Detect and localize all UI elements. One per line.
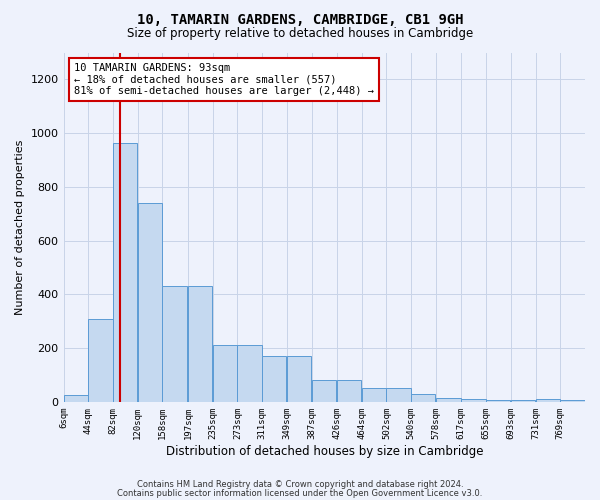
Bar	[486, 400, 510, 402]
Text: 10, TAMARIN GARDENS, CAMBRIDGE, CB1 9GH: 10, TAMARIN GARDENS, CAMBRIDGE, CB1 9GH	[137, 12, 463, 26]
X-axis label: Distribution of detached houses by size in Cambridge: Distribution of detached houses by size …	[166, 444, 483, 458]
Bar	[88, 318, 113, 402]
Text: Contains public sector information licensed under the Open Government Licence v3: Contains public sector information licen…	[118, 488, 482, 498]
Bar	[461, 399, 485, 402]
Bar	[138, 203, 162, 402]
Bar	[362, 388, 386, 402]
Y-axis label: Number of detached properties: Number of detached properties	[15, 140, 25, 315]
Text: Size of property relative to detached houses in Cambridge: Size of property relative to detached ho…	[127, 28, 473, 40]
Bar	[113, 142, 137, 402]
Bar	[262, 356, 286, 402]
Bar	[238, 346, 262, 402]
Bar	[311, 380, 337, 402]
Bar	[436, 398, 461, 402]
Text: 10 TAMARIN GARDENS: 93sqm
← 18% of detached houses are smaller (557)
81% of semi: 10 TAMARIN GARDENS: 93sqm ← 18% of detac…	[74, 63, 374, 96]
Bar	[560, 400, 584, 402]
Bar	[386, 388, 410, 402]
Bar	[536, 399, 560, 402]
Bar	[511, 400, 535, 402]
Text: Contains HM Land Registry data © Crown copyright and database right 2024.: Contains HM Land Registry data © Crown c…	[137, 480, 463, 489]
Bar	[64, 395, 88, 402]
Bar	[163, 286, 187, 402]
Bar	[212, 346, 237, 402]
Bar	[411, 394, 436, 402]
Bar	[287, 356, 311, 402]
Bar	[337, 380, 361, 402]
Bar	[188, 286, 212, 402]
